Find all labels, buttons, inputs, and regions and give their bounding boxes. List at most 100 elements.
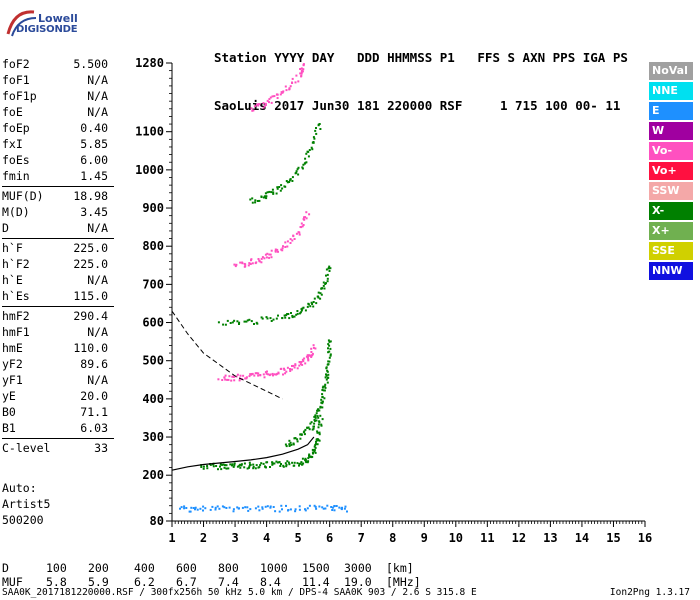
echo-point bbox=[270, 101, 273, 104]
echo-point bbox=[269, 506, 272, 509]
muf-value: 8.4 bbox=[260, 575, 281, 589]
param-row: h`Es 115.0 bbox=[2, 289, 110, 305]
echo-point bbox=[232, 465, 235, 468]
echo-point bbox=[283, 185, 286, 188]
echo-point bbox=[257, 103, 260, 106]
echo-point bbox=[314, 419, 316, 422]
echo-point bbox=[274, 250, 277, 253]
echo-point bbox=[288, 443, 291, 446]
echo-point bbox=[291, 180, 294, 182]
echo-point bbox=[264, 371, 267, 374]
echo-point bbox=[306, 507, 309, 510]
param-label: fxI bbox=[2, 137, 23, 151]
echo-point bbox=[321, 402, 324, 405]
y-tick-label: 1000 bbox=[135, 163, 164, 177]
y-tick-label: 200 bbox=[142, 468, 164, 482]
echo-point bbox=[328, 270, 331, 272]
echo-point bbox=[269, 317, 272, 320]
echo-point bbox=[271, 188, 274, 191]
echo-point bbox=[310, 421, 313, 424]
echo-point bbox=[243, 466, 246, 469]
echo-point bbox=[300, 461, 303, 464]
echo-point bbox=[289, 85, 292, 88]
echo-point bbox=[292, 364, 295, 367]
echo-point bbox=[296, 312, 299, 315]
echo-point bbox=[214, 506, 217, 509]
echo-point bbox=[256, 200, 259, 202]
echo-point bbox=[265, 372, 268, 375]
echo-point bbox=[306, 305, 309, 308]
x-tick-label: 9 bbox=[421, 531, 428, 545]
echo-point bbox=[275, 317, 278, 320]
echo-point bbox=[333, 509, 336, 512]
echo-point bbox=[276, 461, 279, 464]
echo-point bbox=[263, 257, 266, 260]
echo-point bbox=[264, 253, 267, 256]
echo-point bbox=[309, 422, 312, 425]
echo-point bbox=[301, 358, 304, 361]
echo-point bbox=[293, 464, 296, 467]
echo-point bbox=[302, 224, 305, 226]
echo-point bbox=[321, 400, 324, 403]
echo-point bbox=[301, 225, 304, 228]
echo-point bbox=[270, 191, 273, 194]
echo-point bbox=[258, 466, 261, 469]
echo-point bbox=[202, 467, 205, 470]
param-label: yF1 bbox=[2, 373, 23, 387]
echo-point bbox=[312, 344, 315, 347]
echo-point bbox=[306, 354, 309, 357]
echo-point bbox=[296, 462, 299, 465]
echo-point bbox=[294, 508, 297, 511]
autoscaling-info: Auto: Artist5 500200 bbox=[2, 480, 50, 528]
echo-point bbox=[291, 461, 294, 464]
echo-point bbox=[223, 506, 226, 509]
param-row: foEs 6.00 bbox=[2, 153, 110, 169]
echo-point bbox=[257, 258, 260, 260]
echo-point bbox=[276, 186, 279, 189]
echo-point bbox=[306, 426, 309, 429]
echo-point bbox=[285, 445, 288, 448]
echo-point bbox=[265, 195, 268, 198]
profile-trace-line bbox=[171, 436, 315, 471]
echo-point bbox=[311, 352, 314, 355]
param-label: C-level bbox=[2, 441, 51, 455]
echo-point bbox=[225, 507, 228, 509]
echo-point bbox=[284, 85, 287, 88]
echo-point bbox=[274, 248, 277, 251]
echo-point bbox=[268, 101, 270, 104]
echo-point bbox=[269, 96, 272, 99]
x-tick-label: 10 bbox=[449, 531, 463, 545]
echo-point bbox=[283, 314, 286, 317]
echo-point bbox=[293, 315, 296, 318]
echo-point bbox=[272, 318, 275, 321]
echo-point bbox=[281, 249, 284, 252]
echo-point bbox=[277, 371, 280, 374]
muf-value: 5.9 bbox=[88, 575, 109, 589]
echo-point bbox=[305, 217, 308, 220]
echo-point bbox=[308, 453, 311, 456]
echo-point bbox=[194, 508, 196, 511]
echo-point bbox=[327, 376, 330, 379]
echo-point bbox=[298, 464, 300, 467]
echo-point bbox=[314, 446, 317, 449]
echo-point bbox=[329, 354, 332, 357]
param-row: fxI 5.85 bbox=[2, 137, 110, 153]
echo-point bbox=[316, 415, 319, 418]
muf-value: 5.8 bbox=[46, 575, 67, 589]
echo-point bbox=[216, 505, 219, 508]
echo-point bbox=[328, 344, 331, 347]
echo-point bbox=[321, 406, 324, 409]
param-label: D bbox=[2, 221, 9, 235]
echo-point bbox=[217, 468, 219, 471]
echo-point bbox=[300, 226, 303, 229]
echo-point bbox=[251, 197, 254, 200]
param-label: foEp bbox=[2, 121, 30, 135]
echo-point bbox=[278, 461, 281, 464]
echo-point bbox=[314, 444, 317, 447]
echo-point bbox=[290, 312, 292, 314]
param-value: 18.98 bbox=[73, 189, 108, 203]
echo-point bbox=[322, 385, 325, 388]
echo-point bbox=[316, 431, 319, 434]
echo-point bbox=[222, 463, 225, 466]
